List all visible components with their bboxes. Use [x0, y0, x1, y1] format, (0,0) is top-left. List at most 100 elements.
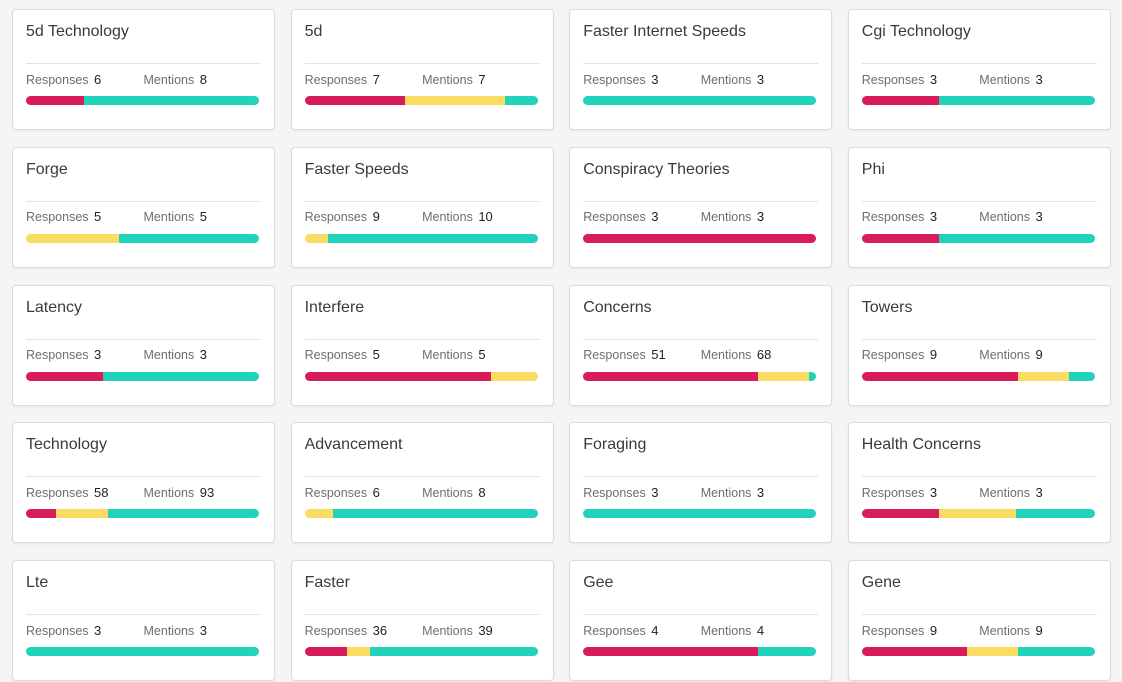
responses-count: 6	[372, 484, 380, 500]
responses-count: 3	[651, 484, 659, 500]
mentions-count: 3	[199, 347, 207, 363]
mentions-label: Mentions	[422, 72, 473, 87]
card-stats: Responses 7 Mentions 7	[305, 71, 540, 87]
mentions-count: 3	[199, 622, 207, 638]
responses-stat: Responses 3	[583, 485, 701, 500]
responses-stat: Responses 3	[26, 347, 144, 362]
topic-card[interactable]: Advancement Responses 6 Mentions 8	[290, 422, 554, 544]
mentions-count: 7	[478, 71, 486, 87]
sentiment-segment-positive	[938, 233, 1095, 243]
topic-card[interactable]: Phi Responses 3 Mentions 3	[847, 146, 1111, 268]
mentions-label: Mentions	[979, 210, 1031, 225]
mentions-count: 93	[199, 484, 215, 500]
mentions-count: 10	[478, 209, 493, 225]
responses-stat: Responses 6	[26, 72, 144, 87]
responses-count: 36	[372, 622, 388, 638]
responses-stat: Responses 51	[583, 347, 701, 362]
sentiment-segment-positive	[26, 647, 259, 657]
topic-card[interactable]: Foraging Responses 3 Mentions 3	[569, 422, 833, 544]
responses-count: 3	[929, 209, 938, 225]
topic-card[interactable]: Latency Responses 3 Mentions 3	[12, 284, 275, 406]
sentiment-segment-neutral	[757, 371, 810, 381]
sentiment-bar	[304, 233, 538, 243]
responses-label: Responses	[583, 348, 646, 363]
mentions-label: Mentions	[143, 485, 195, 500]
topic-title: Health Concerns	[861, 436, 981, 454]
topic-card[interactable]: Faster Internet Speeds Responses 3 Menti…	[569, 9, 833, 130]
responses-label: Responses	[583, 210, 646, 225]
topic-card[interactable]: Health Concerns Responses 3 Mentions 3	[847, 422, 1111, 544]
mentions-stat: Mentions 3	[979, 72, 1097, 87]
mentions-label: Mentions	[979, 348, 1031, 363]
sentiment-segment-positive	[938, 96, 1095, 105]
sentiment-segment-positive	[1017, 647, 1095, 657]
topic-card[interactable]: Faster Speeds Responses 9 Mentions 10	[290, 146, 554, 268]
responses-count: 58	[94, 484, 109, 500]
topic-card[interactable]: 5d Technology Responses 6 Mentions 8	[12, 9, 275, 130]
topic-card[interactable]: Gee Responses 4 Mentions 4	[569, 560, 833, 682]
topic-card[interactable]: Forge Responses 5 Mentions 5	[12, 146, 275, 268]
topic-title: Gee	[583, 574, 614, 592]
responses-stat: Responses 6	[305, 485, 423, 500]
sentiment-bar	[304, 371, 538, 381]
topic-title: Foraging	[583, 436, 647, 454]
sentiment-bar	[583, 96, 817, 105]
responses-stat: Responses 9	[305, 209, 423, 224]
card-stats: Responses 36 Mentions 39	[305, 622, 540, 638]
card-divider	[861, 200, 1097, 202]
topic-card[interactable]: Gene Responses 9 Mentions 9	[847, 560, 1111, 682]
card-divider	[304, 476, 540, 478]
sentiment-segment-negative	[26, 96, 85, 105]
responses-stat: Responses 4	[583, 623, 701, 638]
sentiment-segment-negative	[304, 647, 347, 657]
mentions-stat: Mentions 10	[422, 209, 540, 224]
sentiment-bar	[26, 233, 259, 243]
mentions-label: Mentions	[700, 485, 752, 500]
card-stats: Responses 3 Mentions 3	[583, 484, 818, 500]
responses-stat: Responses 36	[305, 623, 423, 638]
sentiment-segment-positive	[107, 509, 259, 519]
topic-card[interactable]: Faster Responses 36 Mentions 39	[290, 560, 554, 682]
card-stats: Responses 9 Mentions 10	[305, 209, 540, 225]
card-stats: Responses 3 Mentions 3	[583, 209, 818, 225]
card-stats: Responses 6 Mentions 8	[26, 71, 261, 87]
topic-card[interactable]: Cgi Technology Responses 3 Mentions 3	[847, 9, 1111, 130]
responses-count: 3	[929, 71, 938, 87]
topic-card[interactable]: Concerns Responses 51 Mentions 68	[569, 284, 833, 406]
card-divider	[26, 338, 261, 340]
mentions-count: 3	[756, 209, 765, 225]
mentions-label: Mentions	[979, 623, 1031, 638]
mentions-count: 3	[1035, 484, 1043, 500]
mentions-stat: Mentions 8	[144, 72, 262, 87]
card-stats: Responses 51 Mentions 68	[583, 347, 818, 363]
sentiment-segment-neutral	[304, 509, 333, 519]
topic-card[interactable]: Conspiracy Theories Responses 3 Mentions…	[569, 146, 833, 268]
mentions-stat: Mentions 3	[979, 209, 1097, 224]
mentions-label: Mentions	[143, 210, 195, 225]
card-stats: Responses 9 Mentions 9	[862, 622, 1097, 638]
topic-card[interactable]: Towers Responses 9 Mentions 9	[847, 284, 1111, 406]
mentions-stat: Mentions 9	[979, 623, 1097, 638]
responses-stat: Responses 3	[862, 485, 980, 500]
responses-label: Responses	[26, 348, 89, 363]
mentions-count: 8	[478, 484, 486, 500]
sentiment-bar	[304, 647, 538, 657]
card-stats: Responses 5 Mentions 5	[305, 347, 540, 363]
mentions-label: Mentions	[700, 623, 752, 638]
sentiment-segment-negative	[304, 96, 405, 105]
mentions-stat: Mentions 4	[701, 623, 819, 638]
topic-card[interactable]: Lte Responses 3 Mentions 3	[12, 560, 275, 682]
responses-count: 3	[94, 622, 102, 638]
mentions-stat: Mentions 39	[422, 623, 540, 638]
topic-title: Faster	[304, 574, 350, 592]
responses-count: 9	[372, 209, 380, 225]
sentiment-segment-neutral	[26, 233, 120, 243]
sentiment-bar	[861, 371, 1095, 381]
topic-card[interactable]: 5d Responses 7 Mentions 7	[290, 9, 554, 130]
sentiment-segment-negative	[861, 233, 939, 243]
mentions-count: 4	[756, 622, 765, 638]
topic-card[interactable]: Technology Responses 58 Mentions 93	[12, 422, 275, 544]
card-divider	[26, 476, 261, 478]
responses-count: 3	[94, 347, 102, 363]
topic-card[interactable]: Interfere Responses 5 Mentions 5	[290, 284, 554, 406]
